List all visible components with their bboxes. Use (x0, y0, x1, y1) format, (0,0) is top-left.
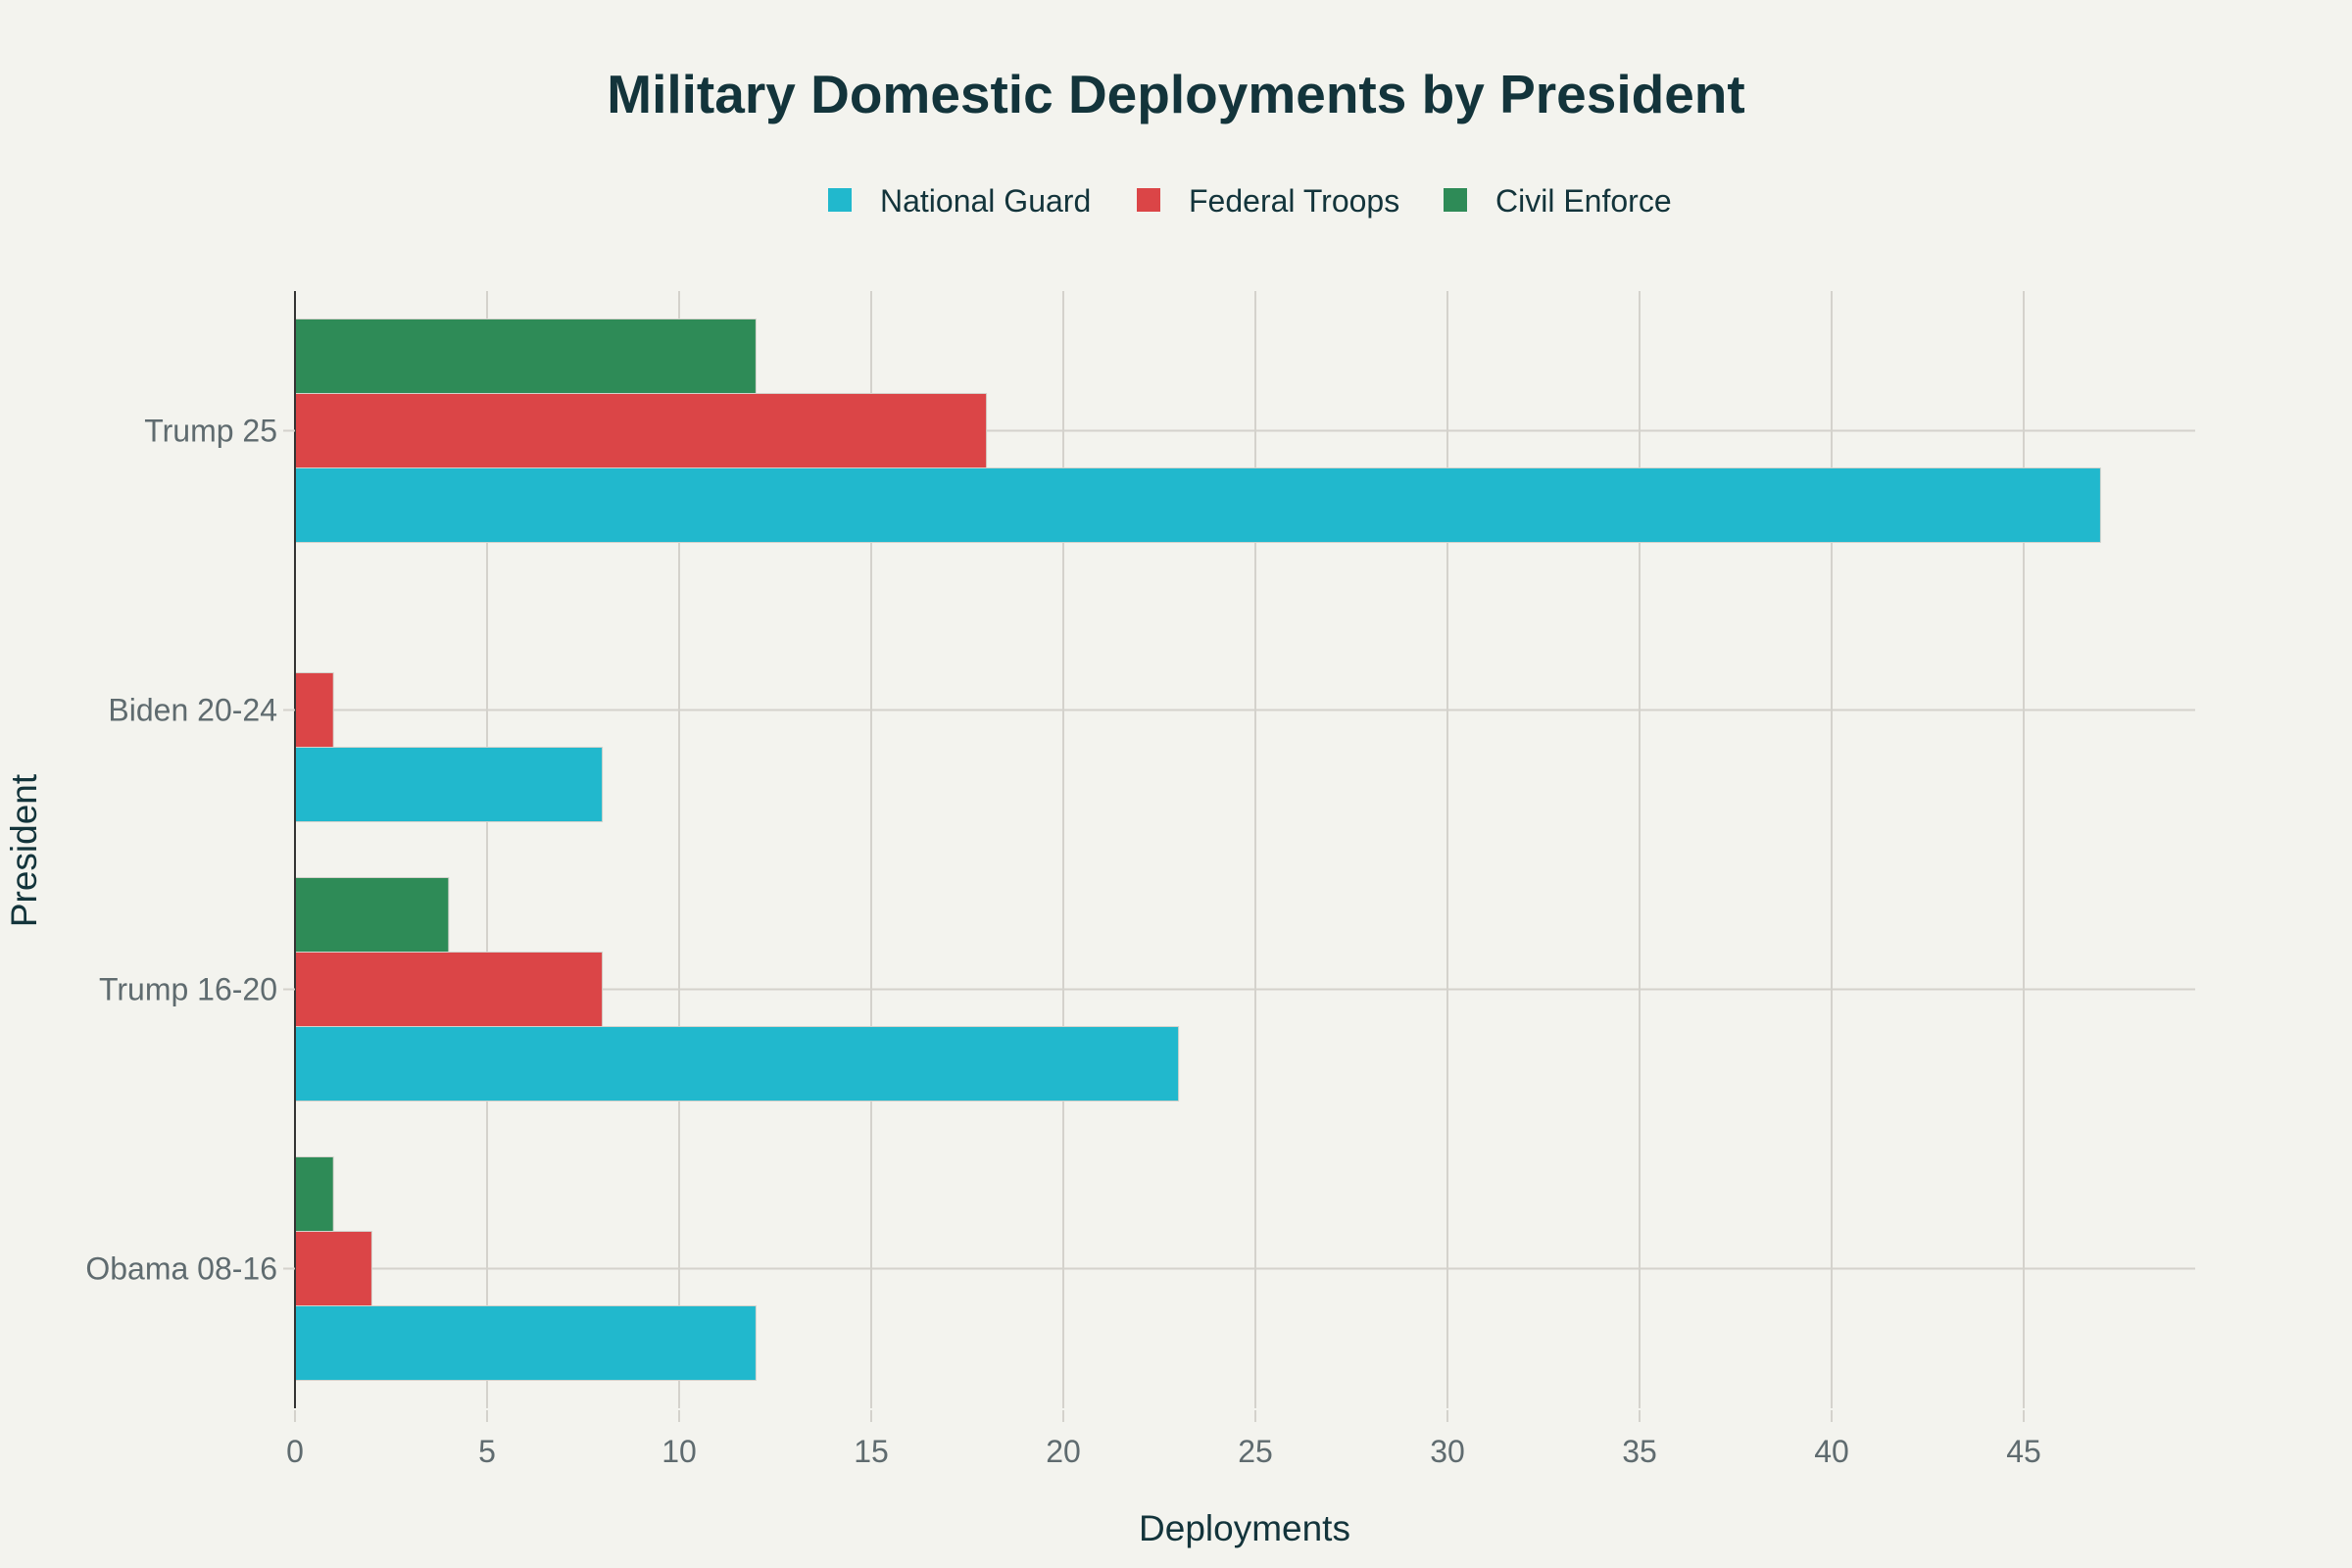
legend-label: National Guard (880, 183, 1091, 219)
bar-civil-enforce (294, 1156, 334, 1232)
x-tick-label: 10 (662, 1434, 697, 1469)
bar-federal-troops (294, 1231, 372, 1306)
bar-federal-troops (294, 952, 604, 1027)
x-tick-label: 40 (1814, 1434, 1849, 1469)
legend: National Guard Federal Troops Civil Enforc… (828, 183, 1672, 219)
x-tick-label: 15 (854, 1434, 889, 1469)
bar-national-guard (294, 747, 604, 822)
bar-national-guard (294, 1026, 1180, 1102)
bars (294, 318, 2101, 1381)
legend-swatch (1444, 188, 1467, 212)
bar-national-guard (294, 467, 2101, 543)
x-tick-label: 30 (1430, 1434, 1465, 1469)
x-tick-label: 25 (1238, 1434, 1273, 1469)
x-tick-labels: 0 5 10 15 20 25 30 35 40 45 (286, 1410, 2041, 1469)
x-tick-label: 20 (1046, 1434, 1081, 1469)
y-tick-label: Trump 25 (144, 414, 277, 449)
bar-federal-troops (294, 393, 988, 468)
legend-item: Civil Enforce (1444, 183, 1672, 219)
y-tick-label: Biden 20-24 (108, 693, 277, 728)
bar-national-guard (294, 1305, 757, 1381)
y-tick-labels: Obama 08-16 Trump 16-20 Biden 20-24 Trump 2… (85, 414, 295, 1287)
x-tick-label: 35 (1622, 1434, 1657, 1469)
legend-swatch (828, 188, 852, 212)
y-tick-label: Trump 16-20 (99, 972, 277, 1007)
y-tick-label: Obama 08-16 (85, 1251, 277, 1287)
x-axis-title: Deployments (1139, 1508, 1350, 1548)
chart-title: Military Domestic Deployments by Preside… (607, 64, 1744, 124)
bar-civil-enforce (294, 318, 757, 394)
x-tick-label: 5 (478, 1434, 496, 1469)
x-tick-label: 0 (286, 1434, 304, 1469)
legend-label: Civil Enforce (1495, 183, 1672, 219)
bar-civil-enforce (294, 877, 450, 953)
legend-swatch (1137, 188, 1160, 212)
legend-item: National Guard (828, 183, 1091, 219)
x-tick-label: 45 (2006, 1434, 2041, 1469)
bar-federal-troops (294, 672, 334, 748)
legend-label: Federal Troops (1189, 183, 1399, 219)
legend-item: Federal Troops (1137, 183, 1399, 219)
y-axis-title: President (4, 773, 44, 927)
